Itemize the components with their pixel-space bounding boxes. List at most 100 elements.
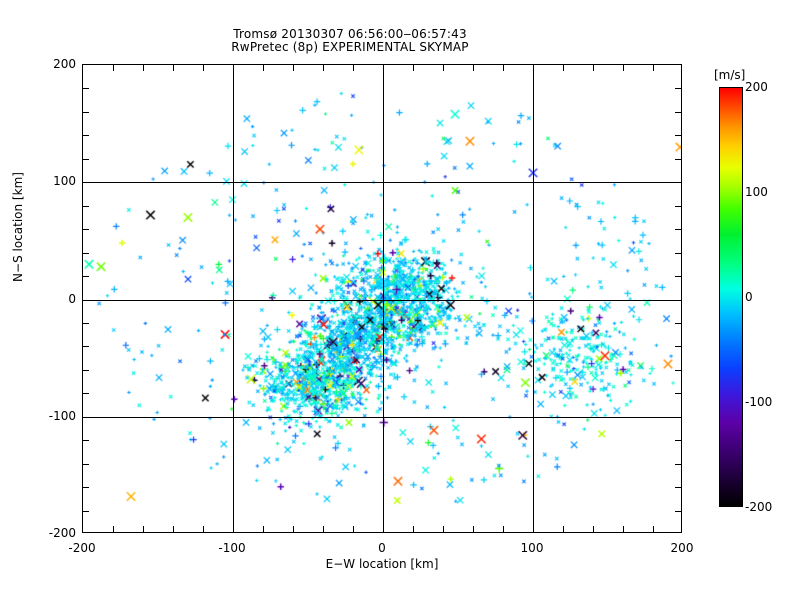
axis-tick: [83, 487, 89, 488]
axis-tick: [233, 522, 234, 532]
axis-tick: [83, 440, 89, 441]
axis-tick: [83, 511, 89, 512]
colorbar-tick-label: 100: [745, 185, 768, 199]
axis-tick: [623, 526, 624, 532]
axis-tick: [671, 300, 681, 301]
axis-tick: [675, 487, 681, 488]
gridline-vertical: [383, 65, 384, 532]
axis-tick: [83, 229, 89, 230]
axis-tick: [263, 65, 264, 71]
colorbar-tick-label: 200: [745, 80, 768, 94]
x-axis-title: E−W location [km]: [325, 557, 439, 571]
axis-tick: [83, 323, 89, 324]
axis-tick: [383, 65, 384, 75]
axis-tick: [233, 65, 234, 75]
axis-tick: [675, 112, 681, 113]
plot-area: [82, 64, 682, 533]
axis-tick: [413, 65, 414, 71]
y-tick-label: 0: [68, 291, 76, 306]
axis-tick: [675, 370, 681, 371]
x-tick-label: 100: [520, 541, 544, 555]
axis-tick: [203, 65, 204, 71]
axis-tick: [173, 526, 174, 532]
x-tick-label: 0: [378, 541, 386, 555]
axis-tick: [113, 526, 114, 532]
axis-tick: [593, 65, 594, 71]
axis-tick: [83, 112, 89, 113]
gridline-vertical: [233, 65, 234, 532]
y-tick-label: 100: [53, 174, 76, 189]
axis-tick: [675, 88, 681, 89]
axis-tick: [675, 276, 681, 277]
axis-tick: [83, 276, 89, 277]
axis-tick: [263, 526, 264, 532]
y-tick-label: -100: [48, 408, 76, 423]
axis-tick: [563, 65, 564, 71]
gridline-horizontal: [83, 417, 681, 418]
axis-tick: [473, 65, 474, 71]
axis-tick: [473, 526, 474, 532]
axis-tick: [83, 346, 89, 347]
axis-tick: [675, 464, 681, 465]
axis-tick: [675, 253, 681, 254]
axis-tick: [83, 417, 93, 418]
title-line-2: RwPretec (8p) EXPERIMENTAL SKYMAP: [231, 40, 469, 54]
axis-tick: [353, 526, 354, 532]
y-tick-label: -200: [48, 526, 76, 540]
axis-tick: [83, 135, 89, 136]
axis-tick: [83, 253, 89, 254]
axis-tick: [503, 526, 504, 532]
axis-tick: [353, 65, 354, 71]
axis-tick: [83, 464, 89, 465]
axis-tick: [675, 511, 681, 512]
axis-tick: [653, 526, 654, 532]
axis-tick: [293, 65, 294, 71]
figure-title: Tromsø 20130307 06:56:00‒06:57:43 RwPret…: [0, 28, 700, 54]
axis-tick: [323, 65, 324, 71]
axis-tick: [413, 526, 414, 532]
y-axis-title: N−S location [km]: [11, 172, 25, 282]
axis-tick: [533, 522, 534, 532]
axis-tick: [83, 182, 93, 183]
y-tick-label: 200: [53, 57, 76, 71]
axis-tick: [83, 393, 89, 394]
axis-tick: [675, 440, 681, 441]
axis-tick: [563, 526, 564, 532]
axis-tick: [675, 393, 681, 394]
colorbar-tick-label: -100: [745, 395, 773, 409]
axis-tick: [671, 417, 681, 418]
axis-tick: [443, 526, 444, 532]
axis-tick: [203, 526, 204, 532]
axis-tick: [503, 65, 504, 71]
axis-tick: [83, 159, 89, 160]
colorbar-tick-label: 0: [745, 290, 753, 304]
axis-tick: [623, 65, 624, 71]
colorbar-unit-label: [m/s]: [714, 68, 746, 82]
title-line-1: Tromsø 20130307 06:56:00‒06:57:43: [233, 27, 467, 41]
axis-tick: [323, 526, 324, 532]
x-tick-label: -200: [68, 541, 96, 555]
axis-tick: [83, 300, 93, 301]
axis-tick: [675, 323, 681, 324]
colorbar-gradient: [719, 87, 743, 507]
gridline-horizontal: [83, 300, 681, 301]
axis-tick: [83, 370, 89, 371]
axis-tick: [83, 88, 89, 89]
axis-tick: [533, 65, 534, 75]
axis-tick: [83, 206, 89, 207]
x-tick-label: 200: [670, 541, 694, 555]
axis-tick: [671, 182, 681, 183]
axis-tick: [443, 65, 444, 71]
colorbar: 200 100 0 -100 -200: [719, 80, 772, 514]
x-tick-label: -100: [218, 541, 246, 555]
axis-tick: [143, 526, 144, 532]
axis-tick: [675, 135, 681, 136]
axis-tick: [143, 65, 144, 71]
scatter-canvas: [83, 65, 681, 532]
axis-tick: [293, 526, 294, 532]
axis-tick: [675, 159, 681, 160]
axis-tick: [675, 346, 681, 347]
axis-tick: [173, 65, 174, 71]
gridline-vertical: [533, 65, 534, 532]
